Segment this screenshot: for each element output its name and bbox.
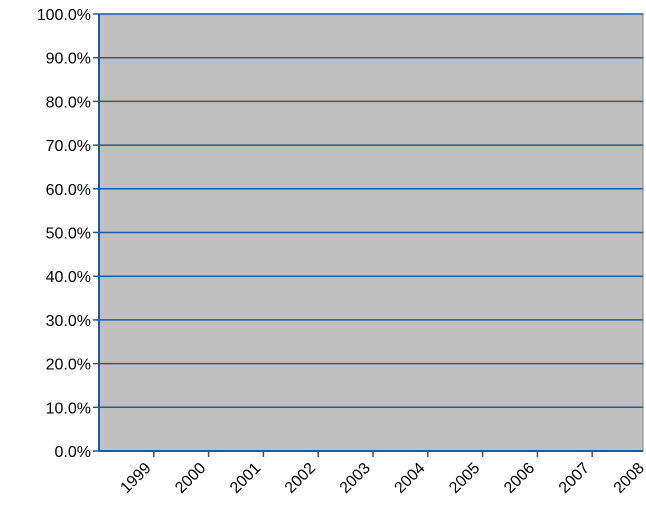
x-tick-label: 2004 [391, 460, 428, 497]
y-tick-label: 90.0% [46, 51, 91, 68]
x-tick-label: 2007 [556, 460, 593, 497]
y-axis: 0.0% 10.0% 20.0% 30.0% 40.0% 50.0% 60.0% 70.0% 8… [37, 7, 100, 461]
y-tick-label: 20.0% [46, 357, 91, 374]
x-axis: 1999 2000 2001 2002 2003 2004 2005 2006 2007 2008 [99, 450, 646, 497]
y-tick-label: 40.0% [46, 269, 91, 286]
y-tick-label: 10.0% [46, 400, 91, 417]
y-tick-label: 60.0% [46, 182, 91, 199]
y-tick-label: 50.0% [46, 226, 91, 243]
x-tick-label: 2000 [172, 460, 209, 497]
x-tick-label: 2008 [611, 460, 646, 497]
x-tick-label: 2002 [282, 460, 319, 497]
x-tick-label: 2006 [501, 460, 538, 497]
y-tick-label: 0.0% [55, 444, 91, 461]
y-tick-label: 30.0% [46, 313, 91, 330]
y-tick-label: 100.0% [37, 7, 91, 24]
y-tick-label: 80.0% [46, 94, 91, 111]
x-tick-label: 2001 [227, 460, 264, 497]
gridlines [99, 13, 643, 409]
x-tick-label: 1999 [117, 460, 154, 497]
x-tick-label: 2005 [446, 460, 483, 497]
y-tick-label: 70.0% [46, 138, 91, 155]
x-tick-label: 2003 [337, 460, 374, 497]
